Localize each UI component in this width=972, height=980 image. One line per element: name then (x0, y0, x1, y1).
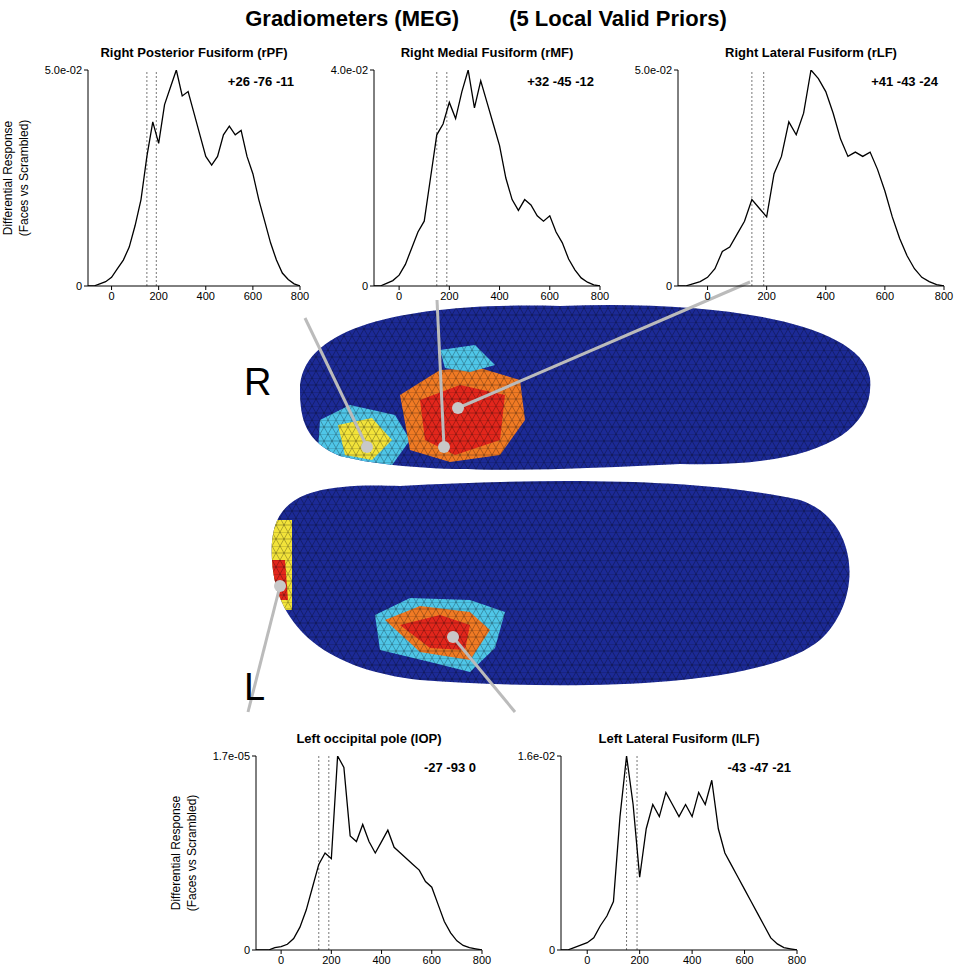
svg-text:600: 600 (735, 954, 753, 966)
svg-text:0: 0 (76, 280, 82, 292)
svg-text:400: 400 (197, 290, 215, 302)
svg-text:600: 600 (244, 290, 262, 302)
svg-text:0: 0 (108, 290, 114, 302)
svg-text:800: 800 (473, 954, 491, 966)
svg-text:5.0e-02: 5.0e-02 (45, 64, 82, 76)
svg-text:L: L (244, 666, 265, 708)
svg-text:200: 200 (149, 290, 167, 302)
svg-text:400: 400 (817, 290, 835, 302)
svg-text:5.0e-02: 5.0e-02 (635, 64, 672, 76)
svg-text:0: 0 (278, 954, 284, 966)
svg-text:200: 200 (440, 290, 458, 302)
svg-text:1.6e-02: 1.6e-02 (518, 750, 555, 762)
html-text:Left occipital pole (lOP): Left occipital pole (lOP) (296, 731, 442, 746)
svg-text:800: 800 (935, 290, 953, 302)
svg-text:800: 800 (591, 290, 609, 302)
html-text:+26 -76 -11: +26 -76 -11 (227, 74, 294, 89)
svg-text:600: 600 (423, 954, 441, 966)
svg-text:200: 200 (322, 954, 340, 966)
html-text:Right Medial Fusiform (rMF): Right Medial Fusiform (rMF) (400, 45, 574, 60)
svg-text:200: 200 (630, 954, 648, 966)
html-text:Right Posterior Fusiform (rPF): Right Posterior Fusiform (rPF) (100, 45, 288, 60)
html-text:Differential Response: Differential Response (1, 120, 15, 236)
html-text:(Faces vs Scrambled): (Faces vs Scrambled) (17, 119, 31, 237)
html-text:+32 -45 -12: +32 -45 -12 (527, 74, 594, 89)
svg-text:1.7e-05: 1.7e-05 (213, 750, 250, 762)
svg-text:0: 0 (549, 944, 555, 956)
svg-text:200: 200 (757, 290, 775, 302)
html-text:-43 -47 -21: -43 -47 -21 (727, 760, 791, 775)
svg-text:0: 0 (362, 280, 368, 292)
html-text:Right Lateral Fusiform (rLF): Right Lateral Fusiform (rLF) (725, 45, 897, 60)
svg-text:400: 400 (490, 290, 508, 302)
svg-text:400: 400 (372, 954, 390, 966)
svg-text:800: 800 (788, 954, 806, 966)
svg-text:800: 800 (291, 290, 309, 302)
html-text:Differential Response: Differential Response (169, 795, 183, 911)
html-text:(Faces vs Scrambled): (Faces vs Scrambled) (185, 794, 199, 912)
html-text:+41 -43 -24: +41 -43 -24 (871, 74, 938, 89)
svg-text:0: 0 (244, 944, 250, 956)
html-text:Left Lateral Fusiform (lLF): Left Lateral Fusiform (lLF) (598, 731, 760, 746)
html-text:Gradiometers (MEG): Gradiometers (MEG) (245, 6, 460, 31)
svg-text:600: 600 (541, 290, 559, 302)
svg-text:4.0e-02: 4.0e-02 (331, 64, 368, 76)
svg-text:R: R (244, 361, 271, 403)
svg-text:0: 0 (396, 290, 402, 302)
svg-text:400: 400 (683, 954, 701, 966)
svg-text:0: 0 (666, 280, 672, 292)
html-text:-27 -93 0: -27 -93 0 (424, 760, 476, 775)
svg-text:600: 600 (876, 290, 894, 302)
svg-text:0: 0 (584, 954, 590, 966)
svg-text:0: 0 (704, 290, 710, 302)
html-text:(5 Local Valid Priors): (5 Local Valid Priors) (509, 6, 727, 31)
